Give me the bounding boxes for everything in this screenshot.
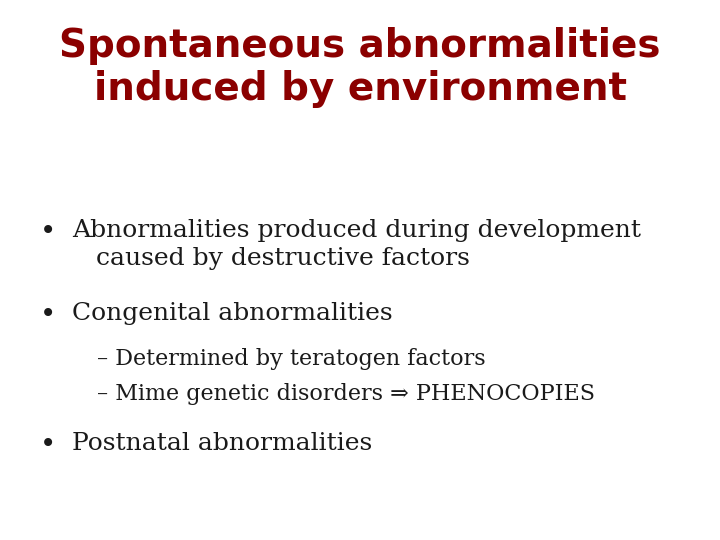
Text: •: • <box>40 219 56 246</box>
Text: •: • <box>40 432 56 459</box>
Text: Spontaneous abnormalities
induced by environment: Spontaneous abnormalities induced by env… <box>59 27 661 107</box>
Text: – Determined by teratogen factors: – Determined by teratogen factors <box>97 348 486 370</box>
Text: – Mime genetic disorders ⇒ PHENOCOPIES: – Mime genetic disorders ⇒ PHENOCOPIES <box>97 383 595 406</box>
Text: •: • <box>40 302 56 329</box>
Text: Postnatal abnormalities: Postnatal abnormalities <box>72 432 372 455</box>
Text: Congenital abnormalities: Congenital abnormalities <box>72 302 392 326</box>
Text: Abnormalities produced during development
   caused by destructive factors: Abnormalities produced during developmen… <box>72 219 641 270</box>
